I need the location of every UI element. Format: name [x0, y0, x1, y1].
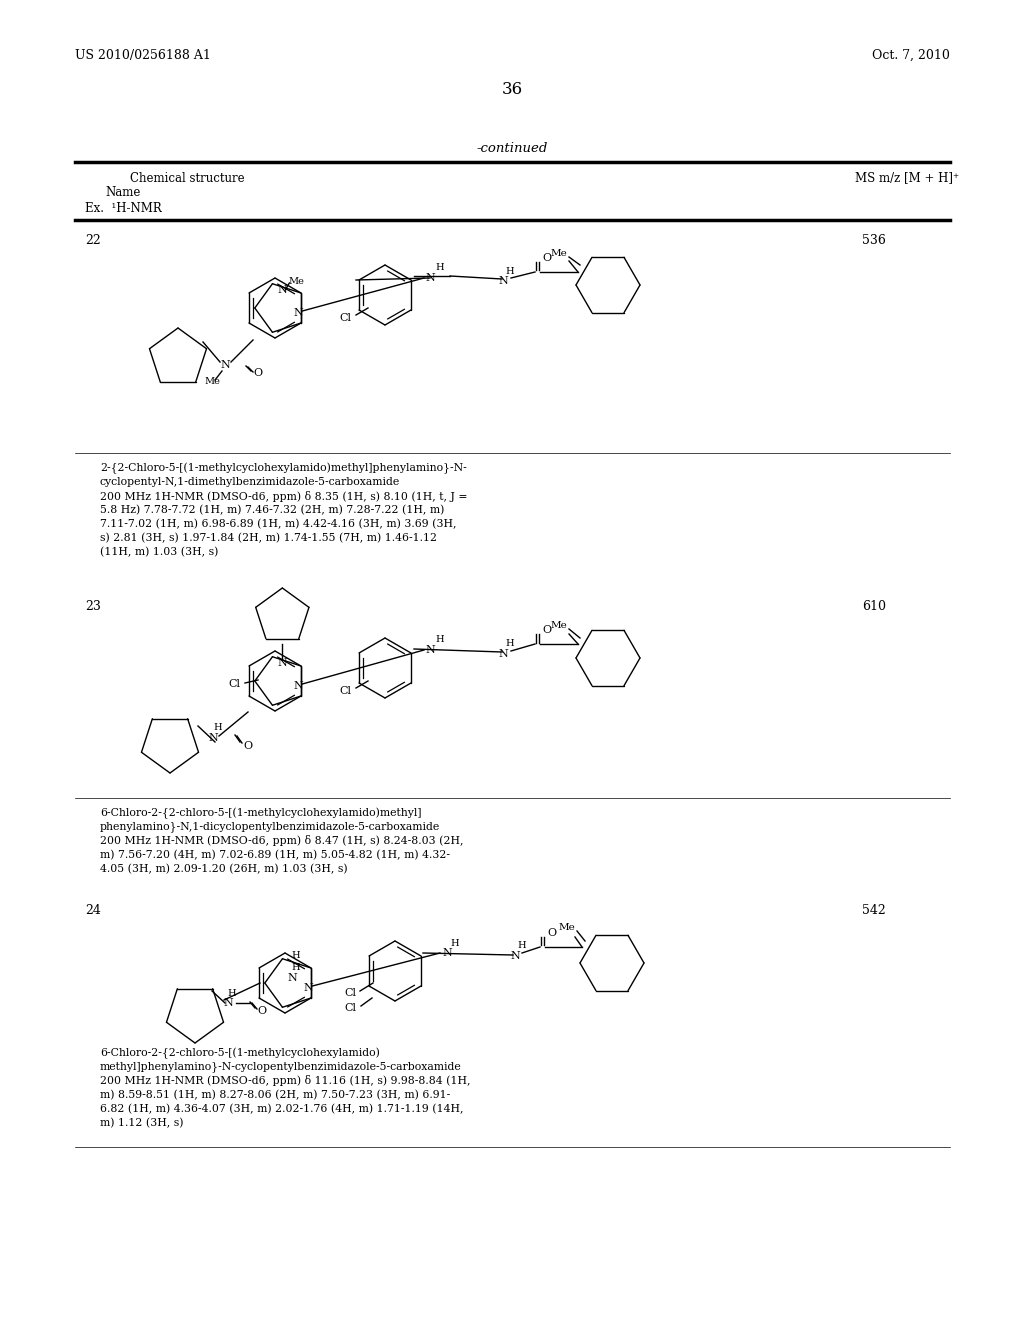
Text: O: O: [257, 1006, 266, 1016]
Text: m) 7.56-7.20 (4H, m) 7.02-6.89 (1H, m) 5.05-4.82 (1H, m) 4.32-: m) 7.56-7.20 (4H, m) 7.02-6.89 (1H, m) 5…: [100, 850, 450, 861]
Text: 2-{2-Chloro-5-[(1-methylcyclohexylamido)methyl]phenylamino}-N-: 2-{2-Chloro-5-[(1-methylcyclohexylamido)…: [100, 462, 467, 474]
Text: Cl: Cl: [228, 678, 240, 689]
Text: m) 1.12 (3H, s): m) 1.12 (3H, s): [100, 1118, 183, 1129]
Text: 200 MHz 1H-NMR (DMSO-d6, ppm) δ 11.16 (1H, s) 9.98-8.84 (1H,: 200 MHz 1H-NMR (DMSO-d6, ppm) δ 11.16 (1…: [100, 1076, 470, 1086]
Text: 536: 536: [862, 234, 886, 247]
Text: 6-Chloro-2-{2-chloro-5-[(1-methylcyclohexylamido): 6-Chloro-2-{2-chloro-5-[(1-methylcyclohe…: [100, 1047, 380, 1059]
Text: Oct. 7, 2010: Oct. 7, 2010: [872, 49, 950, 62]
Text: H: H: [506, 639, 514, 648]
Text: H: H: [291, 950, 300, 960]
Text: Me: Me: [558, 924, 575, 932]
Text: 4.05 (3H, m) 2.09-1.20 (26H, m) 1.03 (3H, s): 4.05 (3H, m) 2.09-1.20 (26H, m) 1.03 (3H…: [100, 863, 347, 874]
Text: 36: 36: [502, 82, 522, 99]
Text: N: N: [278, 657, 287, 668]
Text: Me: Me: [289, 276, 304, 285]
Text: H: H: [451, 939, 460, 948]
Text: O: O: [543, 624, 552, 635]
Text: O: O: [543, 253, 552, 263]
Text: m) 8.59-8.51 (1H, m) 8.27-8.06 (2H, m) 7.50-7.23 (3H, m) 6.91-: m) 8.59-8.51 (1H, m) 8.27-8.06 (2H, m) 7…: [100, 1090, 451, 1100]
Text: H: H: [518, 940, 526, 949]
Text: Name: Name: [105, 186, 140, 199]
Text: Me: Me: [204, 378, 220, 387]
Text: 542: 542: [862, 904, 886, 917]
Text: Cl: Cl: [339, 686, 351, 696]
Text: N: N: [498, 276, 508, 286]
Text: O: O: [253, 368, 262, 378]
Text: Chemical structure: Chemical structure: [130, 172, 245, 185]
Text: (11H, m) 1.03 (3H, s): (11H, m) 1.03 (3H, s): [100, 546, 218, 557]
Text: N: N: [223, 998, 232, 1008]
Text: N: N: [425, 273, 435, 282]
Text: 5.8 Hz) 7.78-7.72 (1H, m) 7.46-7.32 (2H, m) 7.28-7.22 (1H, m): 5.8 Hz) 7.78-7.72 (1H, m) 7.46-7.32 (2H,…: [100, 504, 444, 515]
Text: phenylamino}-N,1-dicyclopentylbenzimidazole-5-carboxamide: phenylamino}-N,1-dicyclopentylbenzimidaz…: [100, 821, 440, 833]
Text: N: N: [425, 645, 435, 655]
Text: 7.11-7.02 (1H, m) 6.98-6.89 (1H, m) 4.42-4.16 (3H, m) 3.69 (3H,: 7.11-7.02 (1H, m) 6.98-6.89 (1H, m) 4.42…: [100, 519, 457, 529]
Text: Ex.  ¹H-NMR: Ex. ¹H-NMR: [85, 202, 162, 214]
Text: US 2010/0256188 A1: US 2010/0256188 A1: [75, 49, 211, 62]
Text: H: H: [227, 989, 237, 998]
Text: methyl]phenylamino}-N-cyclopentylbenzimidazole-5-carboxamide: methyl]phenylamino}-N-cyclopentylbenzimi…: [100, 1061, 462, 1072]
Text: N: N: [294, 308, 303, 318]
Text: s) 2.81 (3H, s) 1.97-1.84 (2H, m) 1.74-1.55 (7H, m) 1.46-1.12: s) 2.81 (3H, s) 1.97-1.84 (2H, m) 1.74-1…: [100, 533, 437, 543]
Text: N: N: [510, 950, 520, 961]
Text: N: N: [303, 983, 313, 993]
Text: H: H: [435, 263, 444, 272]
Text: N: N: [442, 948, 452, 958]
Text: H: H: [291, 964, 300, 973]
Text: 6.82 (1H, m) 4.36-4.07 (3H, m) 2.02-1.76 (4H, m) 1.71-1.19 (14H,: 6.82 (1H, m) 4.36-4.07 (3H, m) 2.02-1.76…: [100, 1104, 464, 1114]
Text: 23: 23: [85, 599, 101, 612]
Text: Me: Me: [550, 249, 567, 259]
Text: N: N: [278, 285, 287, 294]
Text: -continued: -continued: [476, 141, 548, 154]
Text: H: H: [506, 267, 514, 276]
Text: Me: Me: [550, 622, 567, 631]
Text: N: N: [208, 733, 218, 743]
Text: 24: 24: [85, 904, 101, 917]
Text: H: H: [214, 723, 222, 733]
Text: H: H: [435, 635, 444, 644]
Text: N: N: [498, 649, 508, 659]
Text: cyclopentyl-N,1-dimethylbenzimidazole-5-carboxamide: cyclopentyl-N,1-dimethylbenzimidazole-5-…: [100, 477, 400, 487]
Text: O: O: [244, 741, 253, 751]
Text: MS m/z [M + H]⁺: MS m/z [M + H]⁺: [855, 172, 959, 185]
Text: 6-Chloro-2-{2-chloro-5-[(1-methylcyclohexylamido)methyl]: 6-Chloro-2-{2-chloro-5-[(1-methylcyclohe…: [100, 808, 422, 818]
Text: 610: 610: [862, 599, 886, 612]
Text: Cl: Cl: [344, 987, 356, 998]
Text: N: N: [288, 973, 297, 983]
Text: N: N: [220, 360, 229, 370]
Text: N: N: [294, 681, 303, 690]
Text: Cl: Cl: [344, 1003, 356, 1012]
Text: 22: 22: [85, 234, 100, 247]
Text: 200 MHz 1H-NMR (DMSO-d6, ppm) δ 8.35 (1H, s) 8.10 (1H, t, J =: 200 MHz 1H-NMR (DMSO-d6, ppm) δ 8.35 (1H…: [100, 491, 468, 502]
Text: Cl: Cl: [339, 313, 351, 323]
Text: O: O: [548, 928, 557, 939]
Text: 200 MHz 1H-NMR (DMSO-d6, ppm) δ 8.47 (1H, s) 8.24-8.03 (2H,: 200 MHz 1H-NMR (DMSO-d6, ppm) δ 8.47 (1H…: [100, 836, 464, 846]
